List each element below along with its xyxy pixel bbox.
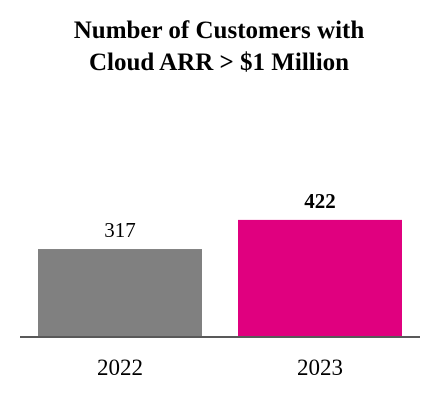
value-label-2022: 317	[104, 218, 136, 242]
bar-2022	[38, 249, 202, 337]
chart-title-line-2: Cloud ARR > $1 Million	[89, 49, 349, 76]
x-tick-label-group: 2022 2023	[97, 355, 343, 380]
chart-title-line-1: Number of Customers with	[74, 17, 365, 44]
x-tick-label-2023: 2023	[297, 355, 343, 380]
chart-title: Number of Customers with Cloud ARR > $1 …	[74, 17, 365, 76]
bar-2023	[238, 219, 402, 337]
value-label-group: 317 422	[104, 189, 336, 242]
bar-group	[38, 219, 402, 337]
value-label-2023: 422	[304, 189, 336, 213]
x-tick-label-2022: 2022	[97, 355, 143, 380]
